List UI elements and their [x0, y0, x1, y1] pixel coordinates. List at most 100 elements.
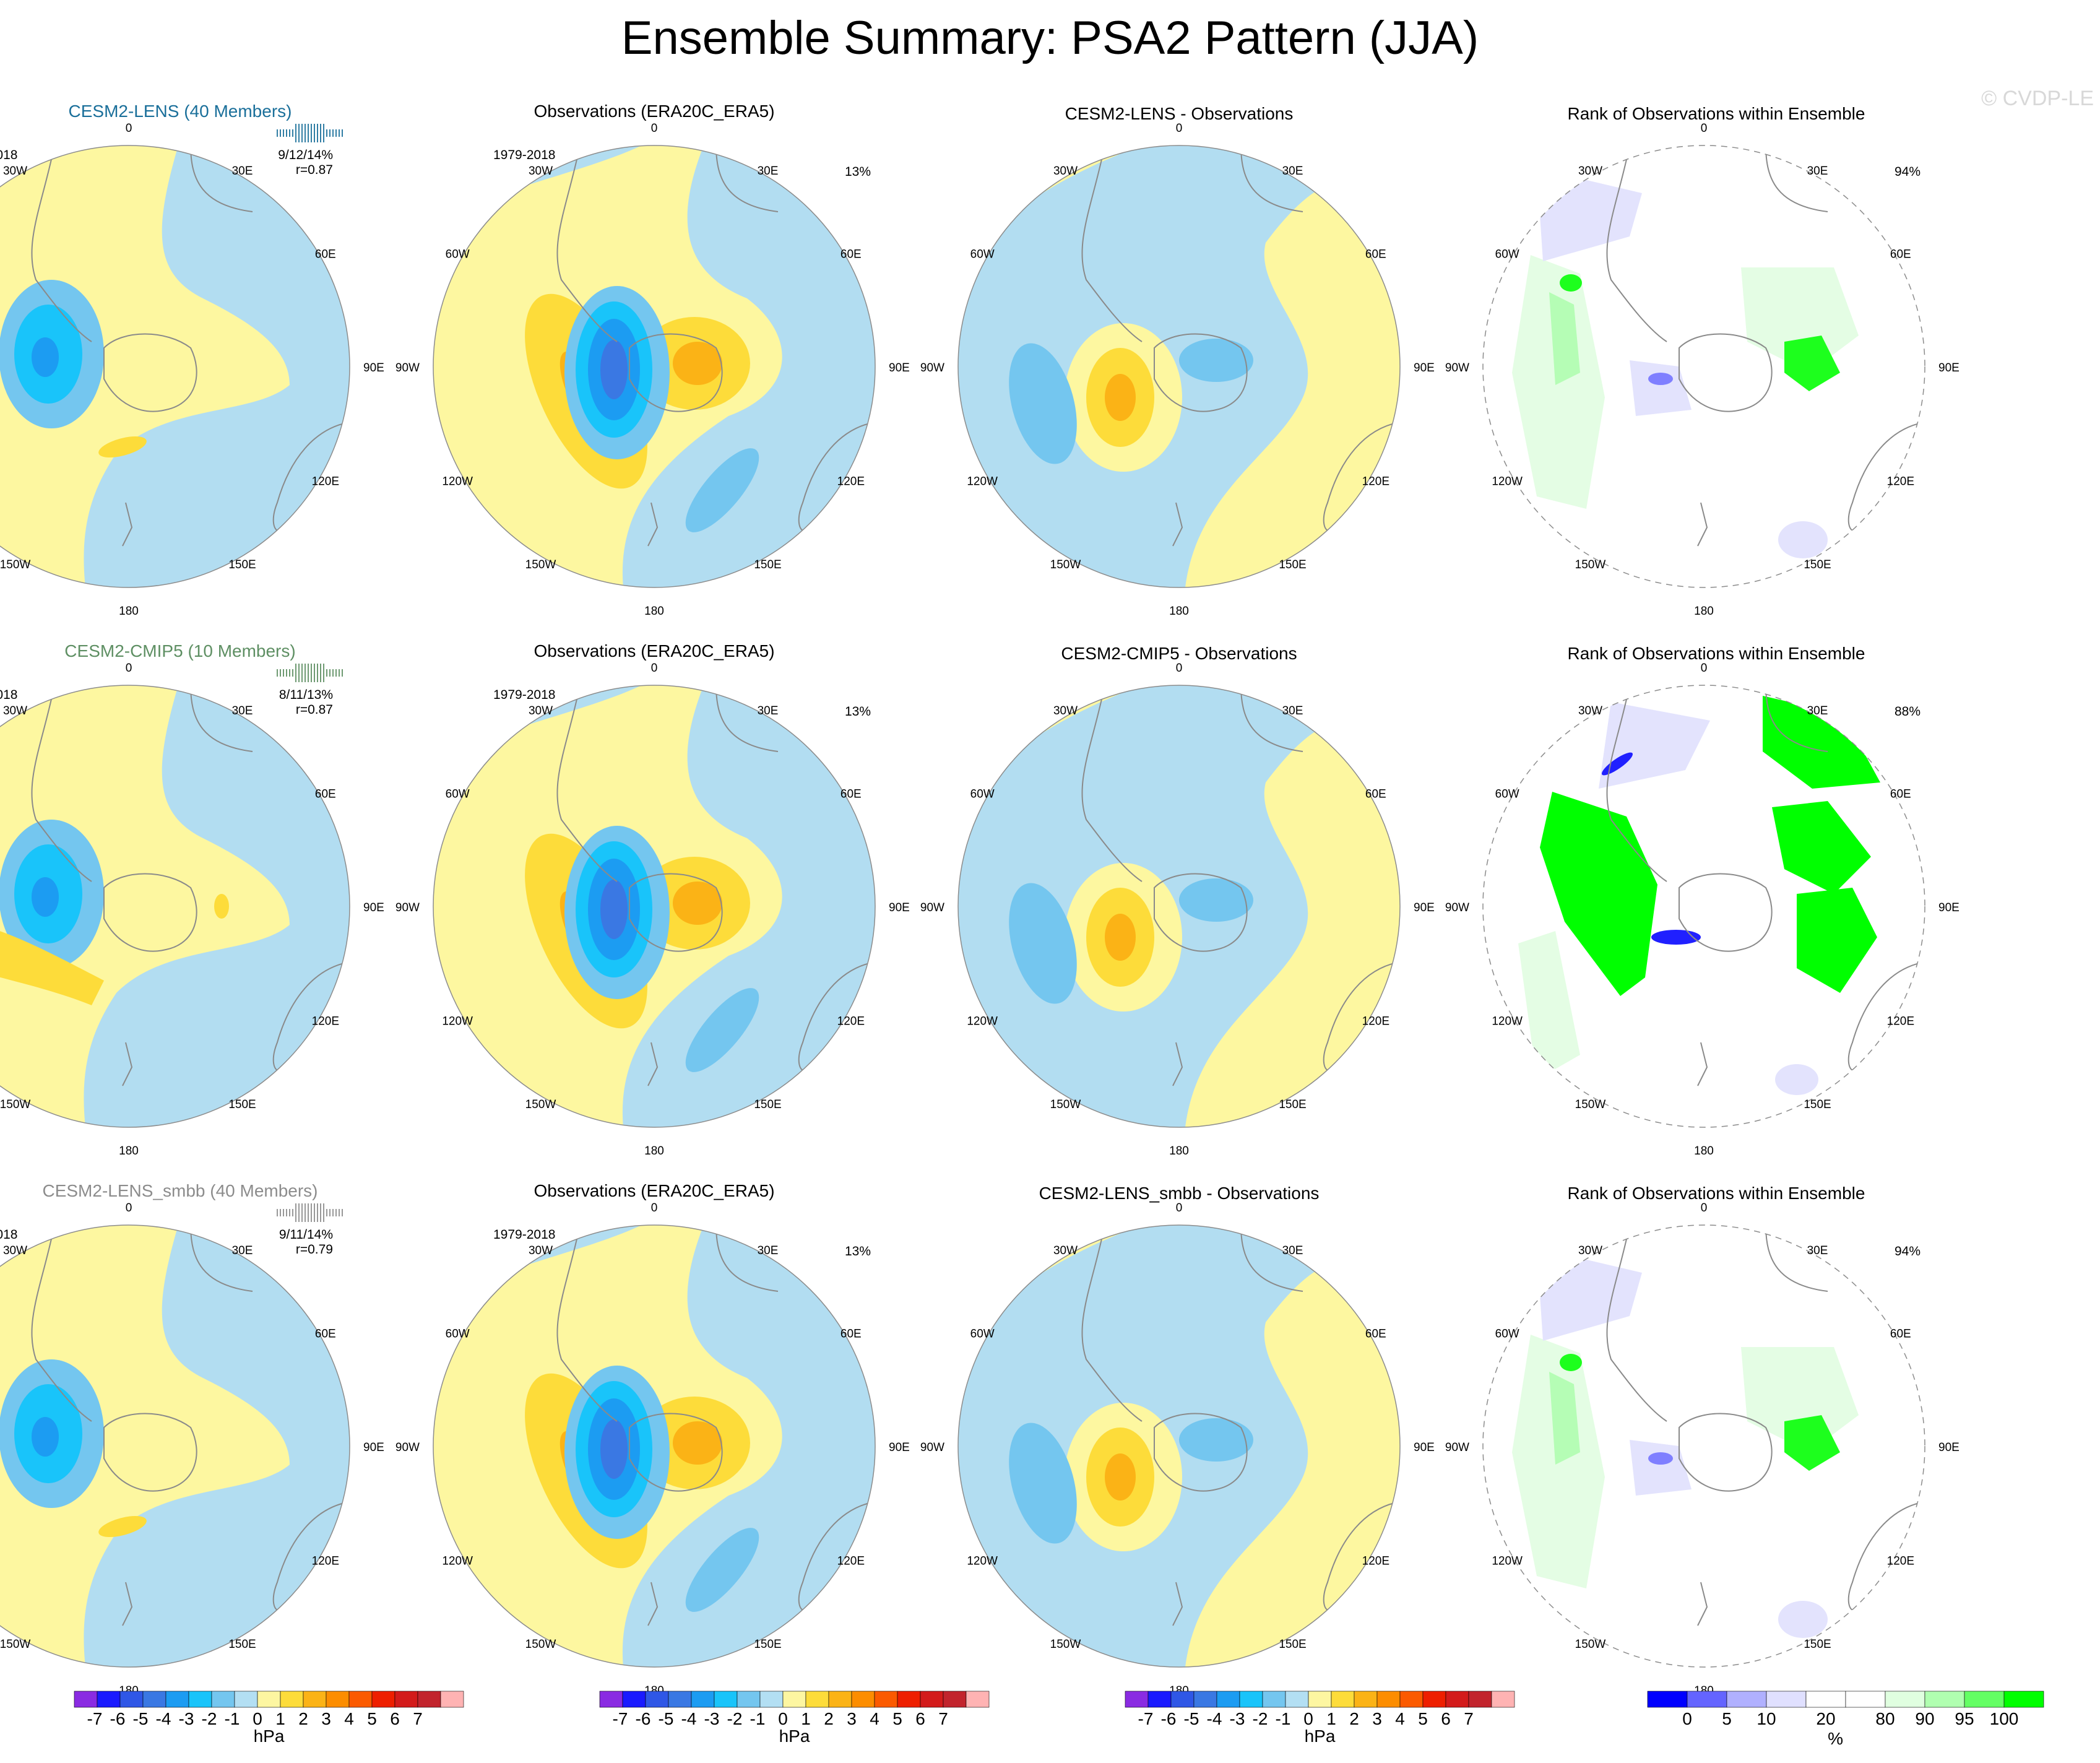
longitude-label: 150W	[525, 1638, 556, 1651]
colorbar-tick-label: -6	[636, 1709, 651, 1728]
africa-coastline	[190, 1225, 253, 1292]
longitude-label: 90W	[920, 362, 944, 375]
colorbar-swatch	[142, 1691, 166, 1708]
rank-title: Rank of Observations within Ensemble	[1568, 644, 1865, 663]
longitude-label: 150W	[1050, 558, 1081, 571]
diff-title: CESM2-CMIP5 - Observations	[1061, 644, 1297, 663]
figure-title: Ensemble Summary: PSA2 Pattern (JJA)	[621, 12, 1479, 64]
colorbar-swatch	[1885, 1691, 1925, 1708]
map-panel-r1-c3: 0 30E 60E 90E 120E 150E 180 150W 120W 90W 60W 30W CE…	[920, 104, 1435, 618]
rank-patch	[1599, 702, 1710, 789]
new-zealand-coastline	[1697, 1582, 1708, 1626]
colorbar-tick-label: -1	[1276, 1709, 1291, 1728]
colorbar-swatch	[417, 1691, 441, 1708]
map-border	[1482, 1224, 1925, 1668]
colorbar-swatch	[828, 1691, 852, 1708]
longitude-label: 30E	[1807, 165, 1828, 178]
longitude-label: 90W	[920, 901, 944, 914]
contour-level--4	[600, 340, 628, 399]
map-panel-r2-c3: 0 30E 60E 90E 120E 150E 180 150W 120W 90W 60W 30W CE…	[920, 644, 1435, 1158]
obs-title: Observations (ERA20C_ERA5)	[534, 641, 774, 661]
obs-variance-pct: 13%	[845, 704, 871, 719]
antarctica-coastline	[629, 1413, 723, 1492]
map-panel-r1-c4: 0 30E 60E 90E 120E 150E 180 150W 120W 90W 60W 30W Ra…	[1445, 104, 1960, 618]
colorbar-swatch	[737, 1691, 761, 1708]
contour-level--1	[685, 988, 759, 1072]
longitude-label: 90E	[1938, 362, 1960, 375]
colorbar-tick-label: 80	[1875, 1709, 1895, 1728]
longitude-label: 60W	[970, 788, 995, 801]
colorbar-tick-label: -5	[659, 1709, 674, 1728]
new-zealand-coastline	[122, 1582, 133, 1626]
rank-patch	[1630, 1440, 1692, 1496]
longitude-label: 30W	[529, 1244, 553, 1257]
longitude-label: 60E	[840, 248, 862, 261]
longitude-label: 150E	[1804, 1098, 1831, 1111]
colorbar-swatch	[2003, 1691, 2044, 1708]
contour-level--1	[1179, 878, 1253, 922]
longitude-label: 120E	[1887, 1555, 1914, 1568]
colorbar-tick-label: 6	[915, 1709, 925, 1728]
map-field	[1483, 1225, 1925, 1667]
rank-patch	[1797, 888, 1877, 993]
colorbar-tick-label: -6	[1161, 1709, 1177, 1728]
diff-title: CESM2-LENS_smbb - Observations	[1039, 1184, 1320, 1203]
colorbar-swatch	[348, 1691, 373, 1708]
colorbar-unit: hPa	[1305, 1726, 1336, 1746]
map-border	[433, 145, 876, 588]
rank-patch	[1778, 1601, 1828, 1638]
model-correlation: r=0.87	[296, 163, 333, 177]
longitude-label: 120E	[312, 1015, 339, 1028]
rank-background	[1483, 685, 1925, 1127]
period-label: 1979-2018	[0, 688, 17, 702]
colorbar-swatch	[1376, 1691, 1401, 1708]
longitude-label: 0	[651, 1202, 658, 1215]
colorbar-tick-label: 1	[275, 1709, 285, 1728]
longitude-label: 90E	[889, 362, 910, 375]
watermark: © CVDP-LE	[1981, 87, 2094, 110]
longitude-label: 180	[119, 605, 139, 618]
rank-patch	[1763, 696, 1880, 789]
map-panel-r1-c2: 0 30E 60E 90E 120E 150E 180 150W 120W 90W 60W 30W Ob…	[395, 102, 910, 618]
longitude-label: 150W	[1575, 1638, 1606, 1651]
colorbar-swatch	[188, 1691, 212, 1708]
colorbar-swatch	[851, 1691, 875, 1708]
colorbar-swatch	[1239, 1691, 1263, 1708]
colorbar-swatch	[599, 1691, 623, 1708]
longitude-label: 90E	[1414, 362, 1435, 375]
africa-coastline	[715, 145, 779, 212]
longitude-label: 0	[126, 1202, 132, 1215]
longitude-label: 90E	[889, 1441, 910, 1454]
longitude-label: 150E	[1279, 558, 1306, 571]
longitude-label: 0	[126, 122, 132, 135]
map-field	[1483, 685, 1925, 1127]
colorbar-tick-label: 1	[1326, 1709, 1336, 1728]
colorbar-swatch	[119, 1691, 144, 1708]
colorbar-swatch	[920, 1691, 944, 1708]
hpa-colorbar-1: -7 -6 -5 -4 -3 -2 -1 0 1 2 3 4 5 6 7 hPa	[74, 1691, 464, 1746]
colorbar-swatch	[759, 1691, 784, 1708]
longitude-label: 180	[644, 1145, 664, 1158]
longitude-label: 150E	[1804, 1638, 1831, 1651]
longitude-label: 0	[1176, 1202, 1183, 1215]
colorbar-tick-label: 95	[1955, 1709, 1974, 1728]
south-america-coastline	[1081, 685, 1143, 882]
rank-patch	[1741, 1347, 1859, 1452]
longitude-label: 120W	[1492, 1015, 1523, 1028]
longitude-label: 30E	[232, 165, 253, 178]
obs-title: Observations (ERA20C_ERA5)	[534, 1181, 774, 1200]
colorbar-swatch	[622, 1691, 646, 1708]
colorbar-swatch	[257, 1691, 281, 1708]
map-field	[0, 685, 350, 1127]
colorbar-swatch	[782, 1691, 806, 1708]
colorbar-swatch	[645, 1691, 669, 1708]
map-border	[1482, 145, 1925, 588]
rank-patch	[1560, 274, 1582, 292]
rank-pct: 94%	[1895, 1244, 1921, 1258]
colorbar-swatch	[303, 1691, 327, 1708]
longitude-label: 0	[1701, 662, 1708, 675]
longitude-label: 150W	[0, 1638, 30, 1651]
antarctica-coastline	[1679, 873, 1773, 952]
contour-level--3	[32, 337, 59, 377]
colorbar-swatch	[1726, 1691, 1767, 1708]
